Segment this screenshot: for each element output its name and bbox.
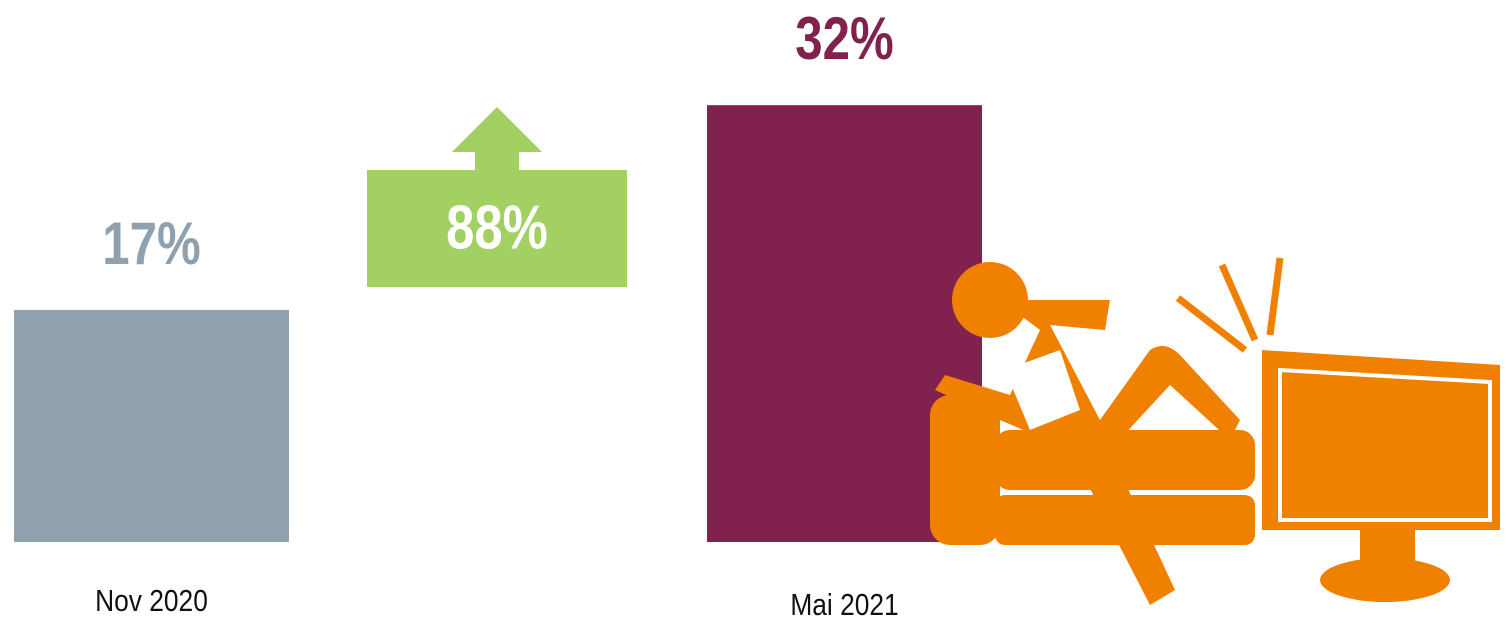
value-label: 17% [102,209,200,277]
annotation: 88% [446,194,548,263]
x-tick-label: Mai 2021 [790,588,898,622]
arrow-box [367,170,627,287]
couch-person-icon [930,257,1500,605]
bar [14,309,289,542]
change-arrow: 88% [367,107,627,287]
x-tick-label: Nov 2020 [95,584,208,618]
arrow-head [452,107,542,152]
arrow-stem [475,150,519,172]
value-label: 32% [795,4,893,72]
